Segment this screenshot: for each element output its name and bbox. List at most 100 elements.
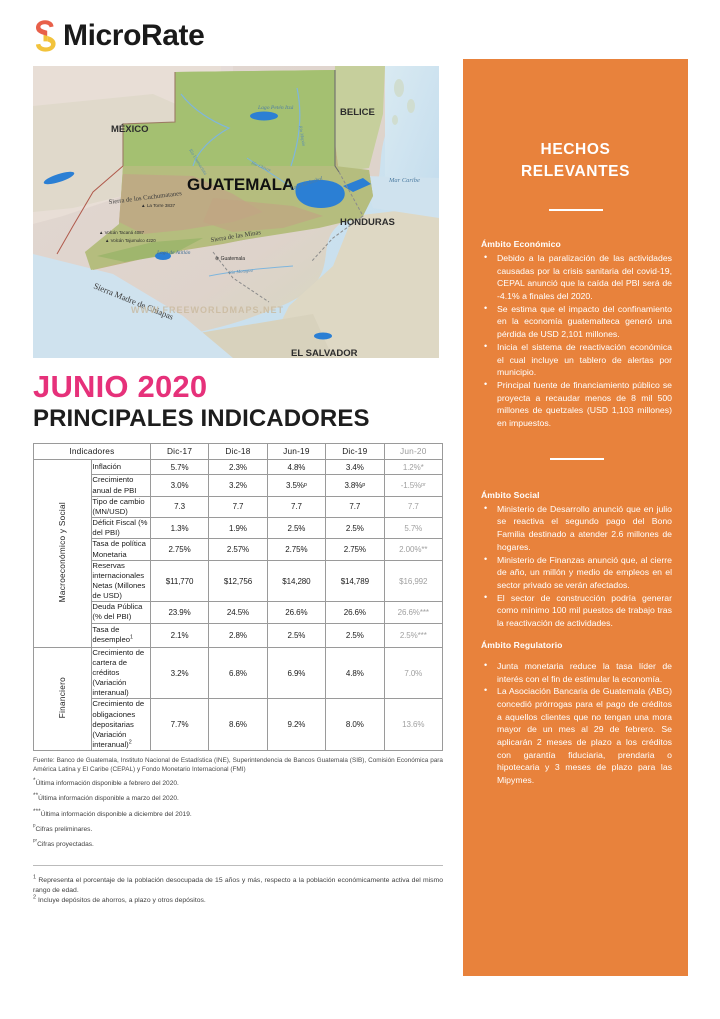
cell-value: 3.5%ᵖ xyxy=(266,474,327,497)
cell-value: 6.9% xyxy=(266,646,327,700)
cell-value: 2.8% xyxy=(208,622,268,648)
header-period-0: Dic-17 xyxy=(149,442,210,460)
brand-name: MicroRate xyxy=(63,19,205,52)
endnote-list: 1 Representa el porcentaje de la poblaci… xyxy=(33,874,443,906)
map-label-lago-atitlan: Lago de Atitlán xyxy=(156,250,191,256)
cell-value: $16,992 xyxy=(383,559,444,603)
group-label-macro: Macroeconómico y Social xyxy=(32,458,93,648)
microrate-s-logo-icon xyxy=(33,19,59,53)
map-label-mar-caribe: Mar Caribe xyxy=(388,177,420,184)
cell-value: 3.8%ᵖ xyxy=(325,474,385,497)
sidebar-list-regulatorio: Junta monetaria reduce la tasa líder de … xyxy=(481,659,672,787)
map-label-la-torre: ▲ La Torre 3837 xyxy=(141,203,176,208)
cell-value: 2.3% xyxy=(208,458,268,476)
cell-value: 24.5% xyxy=(208,601,268,624)
cell-value: $14,789 xyxy=(325,559,385,603)
cell-value: 1.9% xyxy=(208,517,268,540)
cell-value: 26.6% xyxy=(266,601,327,624)
lake-peten-itza xyxy=(250,111,278,121)
header-period-2: Jun-19 xyxy=(266,442,327,460)
group-label-financiero: Financiero xyxy=(32,646,93,752)
cell-value: 2.5% xyxy=(325,517,385,540)
cell-value: 1.2%* xyxy=(383,458,444,476)
table-row: Crecimiento anual de PBI 3.0% 3.2% 3.5%ᵖ… xyxy=(34,474,444,497)
map-watermark: WWW.FREEWORLDMAPS.NET xyxy=(131,305,284,315)
list-item: Junta monetaria reduce la tasa líder de … xyxy=(481,659,672,685)
cell-value: 7.7 xyxy=(325,495,385,519)
list-item: Principal fuente de financiamiento públi… xyxy=(481,378,672,430)
cell-value: 7.7 xyxy=(383,495,444,519)
sidebar-section-heading-economico: Ámbito Económico xyxy=(481,238,561,249)
map-label-el-salvador: EL SALVADOR xyxy=(291,348,358,358)
footnote-item: ᵖʳCifras proyectadas. xyxy=(33,837,94,848)
lake-atitlan xyxy=(155,252,171,260)
sidebar-title: HECHOS RELEVANTES xyxy=(463,139,688,184)
cell-value: 3.2% xyxy=(208,474,268,497)
table-row: Déficit Fiscal (% del PBI) 1.3% 1.9% 2.5… xyxy=(34,517,444,540)
header-indicadores: Indicadores xyxy=(33,442,151,460)
header-period-4: Jun-20 xyxy=(383,442,444,460)
cell-value: 2.1% xyxy=(149,622,210,648)
map-label-tacana: ▲ Volcán Tacaná 4087 xyxy=(99,230,145,235)
cell-value: 2.5% xyxy=(266,517,327,540)
map-label-lago-peten: Lago Petén Itzá xyxy=(257,105,294,111)
section-divider xyxy=(33,865,443,867)
guatemala-relief-map: MÉXICO BELICE HONDURAS EL SALVADOR GUATE… xyxy=(33,66,439,358)
cell-value: 26.6%*** xyxy=(383,601,444,624)
list-item: Ministerio de Desarrollo anunció que en … xyxy=(481,502,672,554)
sidebar-section-heading-social: Ámbito Social xyxy=(481,489,540,500)
table-row: Deuda Pública (% del PBI) 23.9% 24.5% 26… xyxy=(34,601,444,624)
sidebar-section-heading-regulatorio: Ámbito Regulatorio xyxy=(481,639,563,650)
cell-value: 8.6% xyxy=(208,698,268,752)
row-label: Tasa de política Monetaria xyxy=(91,538,151,561)
table-row: Tasa de desempleo1 2.1% 2.8% 2.5% 2.5% 2… xyxy=(34,622,444,648)
map-label-honduras: HONDURAS xyxy=(340,217,395,228)
endnote-item: 2 Incluye depósitos de ahorros, a plazo … xyxy=(33,895,206,905)
sidebar-list-economico: Debido a la paralización de las activida… xyxy=(481,251,672,430)
cell-value: 2.00%** xyxy=(383,538,444,561)
cell-value: $14,280 xyxy=(266,559,327,603)
row-label: Tasa de desempleo1 xyxy=(91,622,151,648)
page-title-month: JUNIO 2020 xyxy=(33,369,208,404)
footnote-item: ᵖCifras preliminares. xyxy=(33,822,93,833)
cell-value: $11,770 xyxy=(149,559,210,603)
cell-value: 26.6% xyxy=(325,601,385,624)
cell-value: 7.7 xyxy=(208,495,268,519)
cell-value: 13.6% xyxy=(383,698,444,752)
cell-value: 4.8% xyxy=(325,646,385,700)
map-graphic: MÉXICO BELICE HONDURAS EL SALVADOR GUATE… xyxy=(33,66,439,358)
table-row: Financiero Crecimiento de cartera de cré… xyxy=(32,646,444,752)
cell-value: 3.4% xyxy=(325,458,385,476)
row-label: Crecimiento de obligaciones depositarias… xyxy=(91,698,151,752)
cell-value: 8.0% xyxy=(325,698,385,752)
table-header-row: Indicadores Dic-17 Dic-18 Jun-19 Dic-19 … xyxy=(33,442,444,460)
footnote-item: *Última información disponible a febrero… xyxy=(33,777,179,788)
header-period-1: Dic-18 xyxy=(208,442,268,460)
cell-value: 2.5%*** xyxy=(383,622,444,648)
row-label: Crecimiento anual de PBI xyxy=(91,474,151,497)
cell-value: 23.9% xyxy=(149,601,210,624)
cell-value: 3.0% xyxy=(149,474,210,497)
page-title-subtitle: PRINCIPALES INDICADORES xyxy=(33,404,370,432)
indicators-table: Indicadores Dic-17 Dic-18 Jun-19 Dic-19 … xyxy=(32,442,444,752)
row-label: Deuda Pública (% del PBI) xyxy=(91,601,151,624)
sidebar-spacer xyxy=(481,630,672,640)
cell-value: 2.75% xyxy=(266,538,327,561)
list-item: Se estima que el impacto del confinamien… xyxy=(481,302,672,341)
footnote-item: **Última información disponible a marzo … xyxy=(33,792,179,803)
map-label-guatemala: GUATEMALA xyxy=(187,175,294,194)
cell-value: 5.7% xyxy=(149,458,210,476)
cell-value: 4.8% xyxy=(266,458,327,476)
sidebar-content: Ámbito Económico Debido a la paralizació… xyxy=(463,239,688,787)
map-label-mexico: MÉXICO xyxy=(111,124,148,135)
footnote-item: ***Última información disponible a dicie… xyxy=(33,807,192,818)
row-label: Déficit Fiscal (% del PBI) xyxy=(91,517,151,540)
cell-value: $12,756 xyxy=(208,559,268,603)
cell-value: 6.8% xyxy=(208,646,268,700)
sidebar-rule-top xyxy=(548,208,603,211)
cell-value: 7.7 xyxy=(266,495,327,519)
endnote-item: 1 Representa el porcentaje de la poblaci… xyxy=(33,874,443,894)
cell-value: 2.75% xyxy=(149,538,210,561)
cell-value: 9.2% xyxy=(266,698,327,752)
